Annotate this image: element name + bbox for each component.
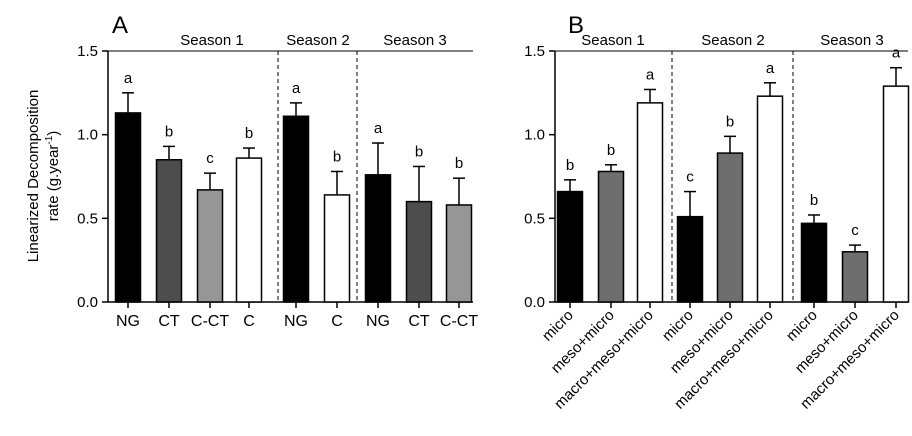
significance-letter: c (686, 169, 694, 186)
y-axis-label-line1: Linearized Decomposition (25, 90, 42, 263)
x-tick-label: CT (158, 313, 180, 330)
season-label: Season 2 (701, 32, 764, 49)
significance-letter: b (455, 155, 463, 172)
x-tick-label: micro (659, 307, 697, 345)
y-tick-label: 0.0 (77, 294, 98, 311)
bar-macro+meso+micro (756, 95, 784, 303)
bar-meso+micro (716, 152, 744, 303)
season-label: Season 3 (820, 32, 883, 49)
bar-C-CT (445, 204, 473, 303)
x-tick-label: C-CT (440, 313, 478, 330)
season-label: Season 2 (286, 32, 349, 49)
season-label: Season 3 (383, 32, 446, 49)
panel-label: B (568, 12, 584, 39)
significance-letter: b (165, 123, 173, 140)
significance-letter: b (415, 143, 423, 160)
significance-letter: a (646, 66, 655, 83)
x-tick-label: micro (539, 307, 577, 345)
y-tick-label: 1.0 (524, 127, 545, 144)
panel-a: A 0.0 0.5 1.0 1.5 Linearized Decomposition rat… (25, 12, 478, 330)
bar-C (235, 157, 263, 303)
bar-C-CT (196, 189, 224, 303)
significance-letter: c (851, 222, 859, 239)
significance-letter: b (333, 148, 341, 165)
significance-letter: b (607, 142, 615, 159)
significance-letter: a (292, 80, 301, 97)
x-tick-label: C-CT (191, 313, 229, 330)
significance-letter: a (766, 60, 775, 77)
x-tick-label: CT (408, 313, 430, 330)
bar-C (323, 194, 351, 303)
y-tick-label: 1.0 (77, 127, 98, 144)
y-tick-label: 0.5 (77, 210, 98, 227)
y-tick-label: 0.0 (524, 294, 545, 311)
bar-meso+micro (597, 170, 625, 303)
x-tick-label: NG (116, 313, 140, 330)
significance-letter: b (245, 125, 253, 142)
y-tick-label: 1.5 (77, 43, 98, 60)
bar-meso+micro (841, 251, 869, 303)
season-label: Season 1 (581, 32, 644, 49)
significance-letter: a (374, 120, 383, 137)
significance-letter: b (810, 192, 818, 209)
bar-micro (676, 215, 704, 303)
bar-macro+meso+micro (636, 102, 664, 303)
y-axis-label-line2: rate (g.year-1) (44, 131, 62, 222)
y-tick-label: 0.5 (524, 210, 545, 227)
significance-letter: b (566, 157, 574, 174)
bar-NG (364, 174, 392, 303)
bar-NG (282, 115, 310, 303)
season-label: Season 1 (180, 32, 243, 49)
significance-letter: a (124, 70, 133, 87)
panel-label: A (112, 12, 128, 39)
x-tick-label: NG (284, 313, 308, 330)
bar-micro (800, 222, 828, 303)
bar-micro (556, 190, 584, 303)
x-tick-label: C (243, 313, 255, 330)
significance-letter: a (892, 45, 901, 62)
significance-letter: c (206, 150, 214, 167)
bar-CT (155, 159, 183, 303)
x-tick-label: micro (783, 307, 821, 345)
bar-NG (114, 112, 142, 303)
bar-macro+meso+micro (882, 85, 910, 303)
x-tick-label: C (331, 313, 343, 330)
bar-CT (405, 200, 433, 303)
y-tick-label: 1.5 (524, 43, 545, 60)
significance-letter: b (726, 113, 734, 130)
x-tick-label: NG (366, 313, 390, 330)
y-axis-label: Linearized Decomposition rate (g.year-1) (25, 90, 62, 263)
